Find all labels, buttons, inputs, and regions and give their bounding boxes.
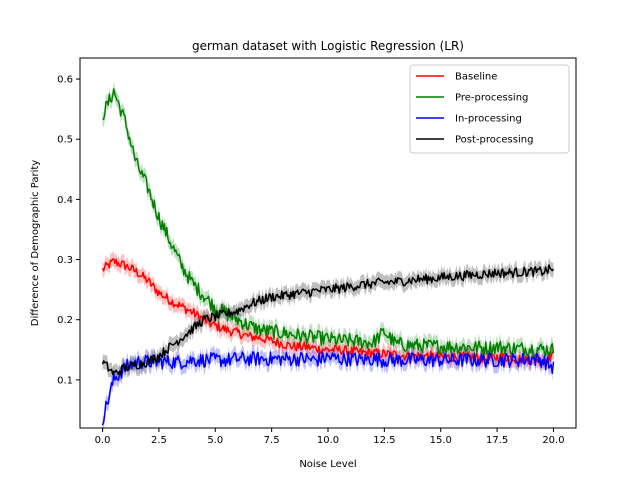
y-tick-label: 0.6 xyxy=(57,75,73,86)
y-tick-label: 0.2 xyxy=(57,315,73,326)
x-axis-label: Noise Level xyxy=(299,459,356,470)
x-tick-label: 17.5 xyxy=(486,435,508,446)
y-tick-label: 0.5 xyxy=(57,135,73,146)
series-line-in-processing xyxy=(101,351,555,426)
x-tick-label: 0.0 xyxy=(95,435,111,446)
legend: Baseline Pre-processing In-processing Post-… xyxy=(409,64,570,154)
y-tick-label: 0.3 xyxy=(57,255,73,266)
legend-label-in-processing: In-processing xyxy=(455,114,522,125)
y-tick-label: 0.4 xyxy=(57,195,73,206)
chart-title: german dataset with Logistic Regression … xyxy=(192,39,464,53)
x-tick-label: 10.0 xyxy=(317,435,339,446)
series-line-post-processing xyxy=(101,264,555,376)
y-axis-label: Difference of Demographic Parity xyxy=(30,160,41,327)
x-tick-label: 7.5 xyxy=(264,435,280,446)
y-axis-ticks: 0.1 0.2 0.3 0.4 0.5 0.6 xyxy=(57,75,80,386)
series-line-pre-processing xyxy=(102,88,555,357)
x-tick-label: 20.0 xyxy=(542,435,564,446)
legend-label-baseline: Baseline xyxy=(455,72,497,83)
series-lines xyxy=(101,88,555,426)
legend-label-post-processing: Post-processing xyxy=(455,135,533,146)
y-tick-label: 0.1 xyxy=(57,375,73,386)
x-tick-label: 12.5 xyxy=(373,435,395,446)
x-tick-label: 2.5 xyxy=(151,435,167,446)
legend-frame xyxy=(409,64,570,154)
x-tick-label: 15.0 xyxy=(430,435,452,446)
error-band-post-processing xyxy=(102,257,554,382)
legend-label-pre-processing: Pre-processing xyxy=(455,93,528,104)
x-tick-label: 5.0 xyxy=(207,435,223,446)
x-axis-ticks: 0.0 2.5 5.0 7.5 10.0 12.5 15.0 17.5 20.0 xyxy=(95,428,565,446)
error-band-in-processing xyxy=(102,344,554,433)
